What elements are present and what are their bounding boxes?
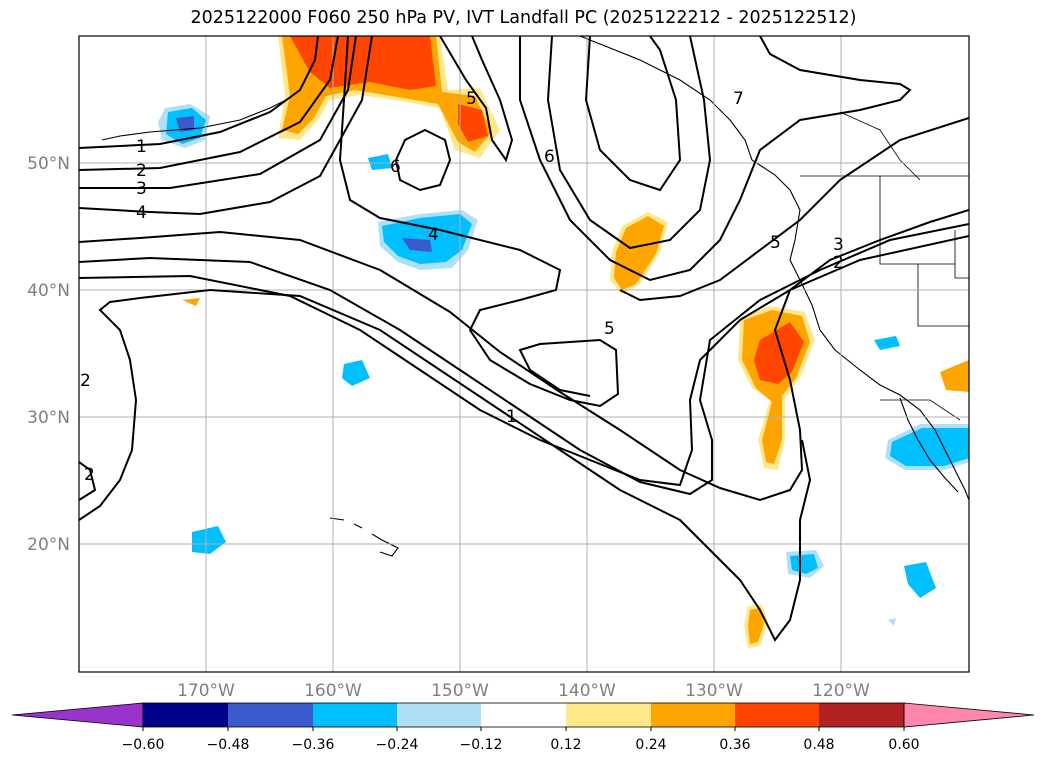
colorbar-extend-high [903,702,1035,728]
latitude-labels: 50°N 40°N 30°N 20°N [27,154,70,555]
contour-label: 5 [770,233,781,253]
colorbar-swatch [228,703,313,727]
contour-label: 6 [390,157,401,177]
colorbar-swatch [819,703,904,727]
contour-label: 2 [80,371,91,391]
lon-label-150w: 150°W [431,681,489,701]
lon-label-120w: 120°W [812,681,870,701]
colorbar-swatch [397,703,481,727]
contour-label: 3 [136,179,147,199]
lon-label-140w: 140°W [558,681,616,701]
contour-label: 1 [506,407,517,427]
contour-label: 4 [428,225,439,245]
gridlines [79,36,969,672]
colorbar-tick-label: −0.60 [122,737,165,753]
lon-label-160w: 160°W [304,681,362,701]
lat-label-50n: 50°N [27,154,70,174]
map-frame [78,35,970,673]
lat-label-40n: 40°N [27,281,70,301]
lon-label-130w: 130°W [685,681,743,701]
contour-label: 2 [84,465,95,485]
colorbar-tick-label: 0.60 [888,737,919,753]
colorbar-swatch [313,703,397,727]
contour-label: 4 [136,203,147,223]
contour-label: 2 [833,253,844,273]
contour-label: 1 [136,137,147,157]
colorbar-extend-low [11,702,144,728]
map-title: 2025122000 F060 250 hPa PV, IVT Landfall… [190,8,857,28]
lon-label-170w: 170°W [177,681,235,701]
longitude-labels: 170°W 160°W 150°W 140°W 130°W 120°W [177,681,870,701]
pv-contours [79,36,969,642]
colorbar-tick-label: −0.24 [376,737,419,753]
contour-label: 5 [466,89,477,109]
lat-label-20n: 20°N [27,535,70,555]
colorbar-tick-label: 0.12 [550,737,581,753]
contour-label: 5 [604,319,615,339]
colorbar-swatch [735,703,819,727]
colorbar-swatch [481,703,566,727]
contour-label: 2 [136,161,147,181]
colorbar-tick-label: −0.48 [207,737,250,753]
lat-label-30n: 30°N [27,408,70,428]
colorbar-tick-label: 0.48 [803,737,834,753]
colorbar-swatch [566,703,651,727]
colorbar-tick-label: 0.24 [635,737,666,753]
map-background [79,36,969,672]
contour-label: 6 [544,147,555,167]
coastlines [101,36,969,557]
colorbar-swatch [143,703,228,727]
borders [800,111,969,421]
contour-label: 3 [833,235,844,255]
colorbar-swatch [651,703,735,727]
colorbar-tick-label: 0.36 [719,737,750,753]
contour-labels: 1 2 3 4 4 6 6 5 7 5 5 3 2 1 2 2 [80,89,844,485]
colorbar-tick-label: −0.36 [292,737,335,753]
contour-label: 7 [733,89,744,109]
colorbar: −0.60 −0.48 −0.36 −0.24 −0.12 0.12 0.24 … [11,702,1035,753]
colorbar-tick-label: −0.12 [460,737,503,753]
